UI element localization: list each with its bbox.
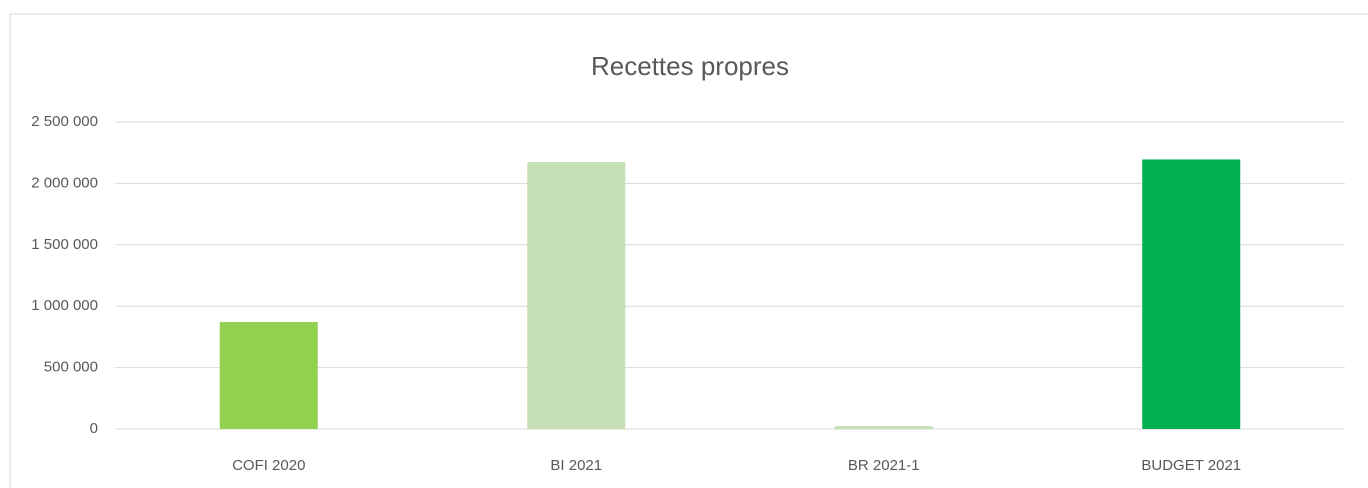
- x-tick-label: BUDGET 2021: [1141, 457, 1241, 474]
- bar: [1142, 159, 1241, 430]
- y-tick-label: 2 000 000: [31, 174, 98, 191]
- x-tick-label: BR 2021-1: [848, 457, 920, 474]
- y-tick-label: 1 500 000: [31, 236, 98, 253]
- bar: [834, 426, 933, 429]
- x-tick-label: BI 2021: [550, 457, 602, 474]
- y-tick-label: 1 000 000: [31, 297, 98, 314]
- x-tick-label: COFI 2020: [232, 457, 305, 474]
- bar: [219, 322, 318, 429]
- y-tick-label: 500 000: [44, 359, 98, 376]
- bar: [527, 162, 626, 429]
- y-tick-label: 2 500 000: [31, 113, 98, 130]
- y-tick-label: 0: [90, 420, 98, 437]
- chart-title: Recettes propres: [591, 51, 789, 81]
